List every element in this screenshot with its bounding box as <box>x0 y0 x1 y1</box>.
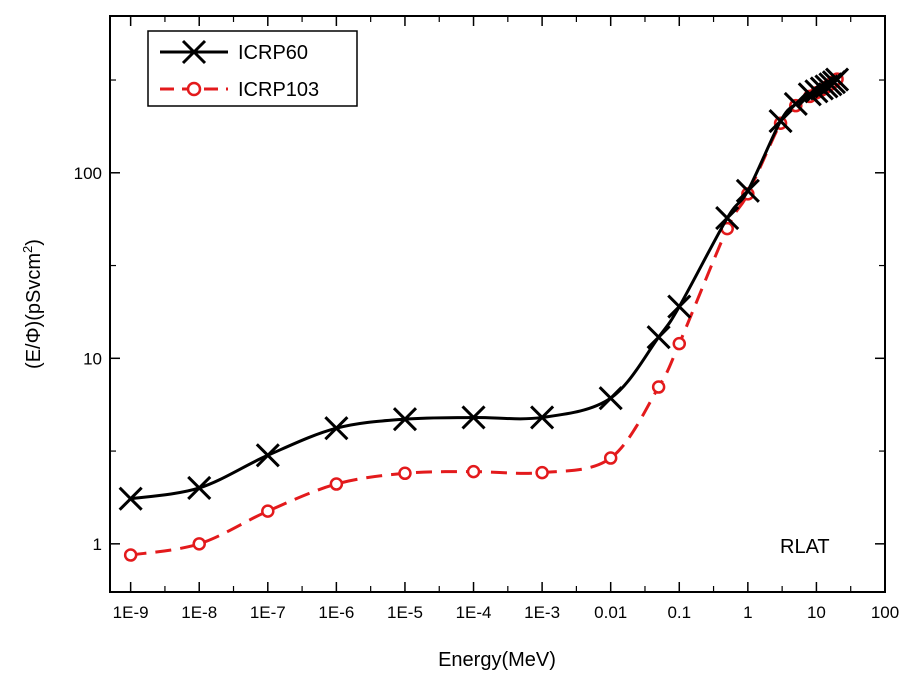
data-point <box>118 486 143 511</box>
data-point <box>398 466 412 481</box>
data-point <box>783 91 808 117</box>
x-tick-label: 10 <box>807 603 826 622</box>
series-icrp103 <box>123 72 844 562</box>
x-tick-label: 0.1 <box>667 603 691 622</box>
data-point <box>672 336 687 351</box>
x-tick-label: 1E-9 <box>113 603 149 622</box>
series-line-icrp60 <box>130 78 839 501</box>
y-axis: 1 10 100 <box>74 79 885 554</box>
y-axis-title-part-2: )(pSvcm <box>23 253 45 327</box>
series-layer <box>118 67 850 562</box>
x-tick-label: 1E-4 <box>456 603 492 622</box>
y-axis-title: (E/Φ)(pSvcm2) <box>20 239 45 369</box>
data-point <box>329 477 344 491</box>
legend-marker-icrp60 <box>181 39 207 65</box>
series-icrp60 <box>118 67 850 511</box>
data-point <box>461 405 486 430</box>
y-axis-title-part-1: (E/ <box>23 343 45 369</box>
legend-label-icrp103: ICRP103 <box>238 79 319 101</box>
data-point <box>535 465 549 480</box>
y-axis-title-part-3: ) <box>23 239 45 246</box>
legend-marker-icrp103 <box>186 81 202 97</box>
data-point <box>715 206 740 231</box>
x-tick-label: 1E-3 <box>524 603 560 622</box>
x-tick-label: 1E-6 <box>318 603 354 622</box>
x-tick-label: 1E-8 <box>181 603 217 622</box>
x-tick-label: 1 <box>743 603 752 622</box>
data-point <box>651 380 666 394</box>
data-point <box>646 325 671 350</box>
data-point <box>797 82 822 107</box>
data-point <box>598 386 623 411</box>
y-tick-label: 100 <box>74 164 102 183</box>
data-point <box>735 178 760 203</box>
data-point <box>324 416 349 441</box>
x-axis: 1E-9 1E-8 1E-7 1E-6 1E-5 1E-4 1E-3 0.01 0.1 1 10 10… <box>113 16 899 622</box>
x-tick-label: 100 <box>871 603 899 622</box>
annotation-rlat: RLAT <box>780 536 830 558</box>
plot-frame <box>109 15 886 593</box>
x-axis-title: Energy(MeV) <box>438 649 556 671</box>
series-line-icrp103 <box>130 77 839 557</box>
data-point <box>825 67 850 92</box>
legend-label-icrp60: ICRP60 <box>238 42 308 64</box>
data-point <box>192 537 206 551</box>
y-axis-title-phi: Φ <box>23 327 45 343</box>
legend-box <box>147 30 358 107</box>
data-point <box>603 451 618 465</box>
data-point <box>392 407 418 432</box>
data-point <box>255 443 280 468</box>
x-tick-label: 0.01 <box>594 603 627 622</box>
data-point <box>187 475 212 501</box>
data-point <box>261 504 275 518</box>
data-point <box>667 294 692 319</box>
data-point <box>123 548 138 562</box>
legend: ICRP60 ICRP103 <box>147 30 358 107</box>
x-tick-label: 1E-7 <box>250 603 286 622</box>
data-point <box>466 464 481 479</box>
y-axis-title-superscript: 2 <box>20 246 35 253</box>
y-tick-label: 1 <box>93 535 102 554</box>
y-tick-label: 10 <box>83 349 102 368</box>
x-tick-label: 1E-5 <box>387 603 423 622</box>
data-point <box>530 405 555 430</box>
